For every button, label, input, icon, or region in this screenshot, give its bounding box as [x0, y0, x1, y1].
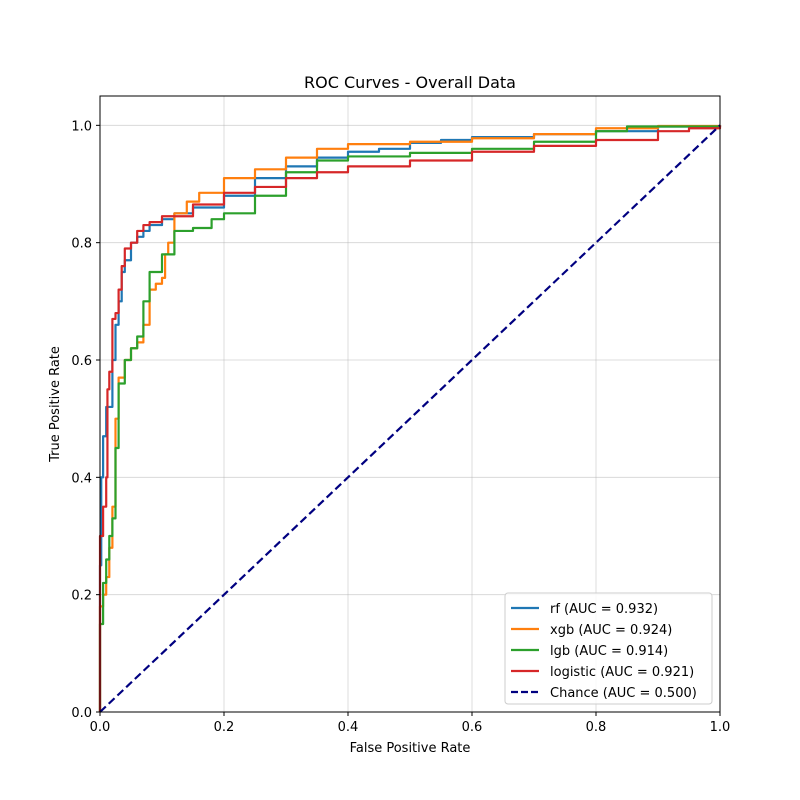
- legend-label: rf (AUC = 0.932): [550, 602, 658, 617]
- grid-lines: [99, 96, 721, 713]
- plot-frame: [99, 95, 721, 713]
- series-layer: [98, 124, 722, 713]
- legend-label: lgb (AUC = 0.914): [550, 644, 668, 659]
- x-tick-label: 0.8: [586, 720, 607, 735]
- legend-box: [504, 592, 713, 705]
- y-tick-label: 0.8: [71, 237, 92, 252]
- y-tick-label: 1.0: [71, 119, 92, 134]
- y-tick-label: 0.4: [71, 471, 92, 486]
- y-tick-label: 0.0: [71, 706, 92, 721]
- x-tick-label: 0.6: [462, 720, 483, 735]
- x-axis-label: False Positive Rate: [350, 741, 471, 756]
- legend: rf (AUC = 0.932) xgb (AUC = 0.924) lgb (AU…: [504, 592, 713, 705]
- legend-label: xgb (AUC = 0.924): [550, 623, 672, 638]
- x-tick-label: 0.0: [90, 720, 111, 735]
- series-line: [98, 125, 722, 712]
- chart-title: ROC Curves - Overall Data: [304, 73, 516, 92]
- x-tick-label: 1.0: [710, 720, 731, 735]
- axis-ticks: 0.0 0.2 0.4 0.6 0.8 1.0 0.0 0.2 0.4 0.6 0.8 1.0: [71, 119, 730, 735]
- legend-label: logistic (AUC = 0.921): [550, 665, 694, 680]
- y-axis-label: True Positive Rate: [48, 346, 63, 463]
- y-tick-label: 0.2: [71, 589, 92, 604]
- x-tick-label: 0.2: [214, 720, 235, 735]
- x-tick-label: 0.4: [338, 720, 359, 735]
- series-line: [99, 124, 721, 713]
- y-tick-label: 0.6: [71, 354, 92, 369]
- legend-label: Chance (AUC = 0.500): [550, 686, 697, 701]
